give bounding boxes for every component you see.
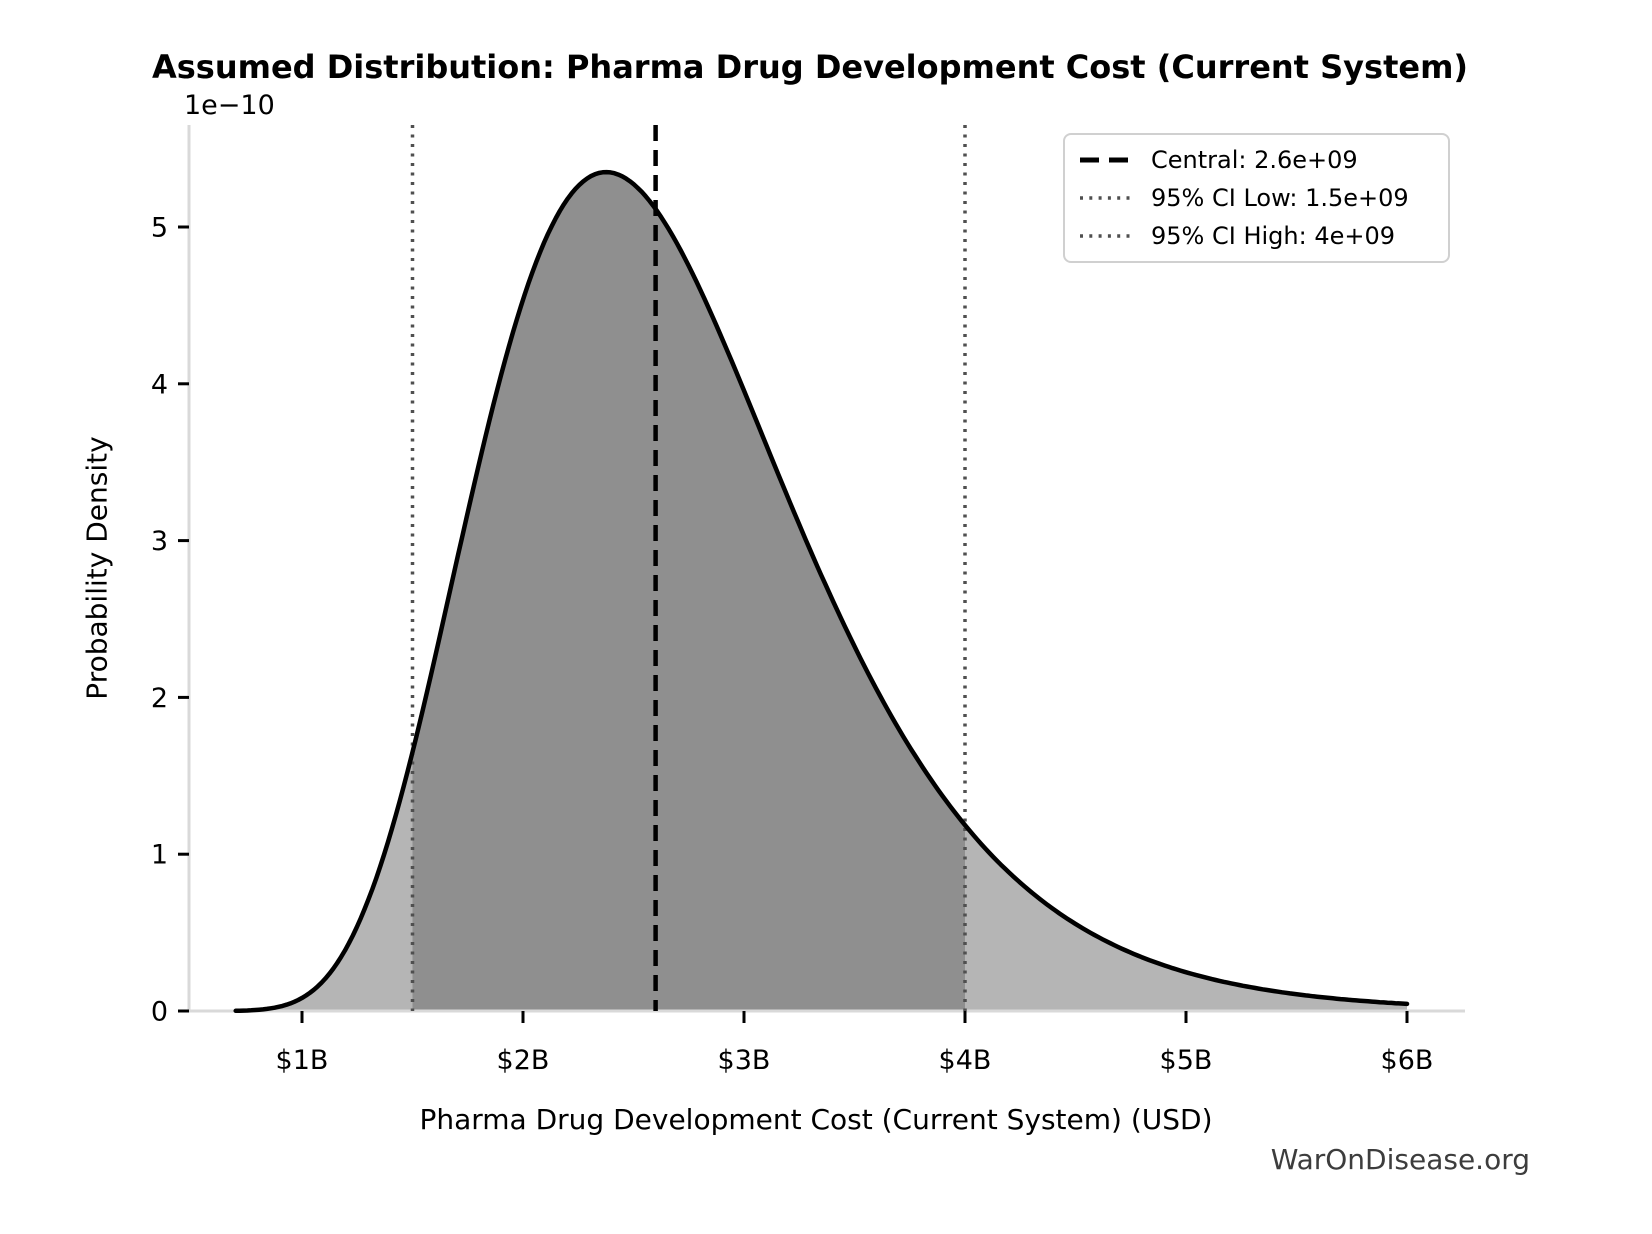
dotted-line-sample bbox=[1080, 234, 1130, 238]
x-tick-label: $5B bbox=[1160, 1045, 1213, 1076]
legend-label: 95% CI High: 4e+09 bbox=[1151, 222, 1395, 250]
x-tick-label: $3B bbox=[718, 1045, 771, 1076]
x-tick-label: $6B bbox=[1381, 1045, 1434, 1076]
chart-title: Assumed Distribution: Pharma Drug Develo… bbox=[151, 48, 1469, 86]
y-axis-label: Probability Density bbox=[80, 436, 114, 700]
density-curve bbox=[233, 169, 1410, 1014]
legend-label: Central: 2.6e+09 bbox=[1151, 146, 1358, 174]
y-tick-label: 4 bbox=[151, 369, 168, 400]
x-tick-label: $2B bbox=[497, 1045, 550, 1076]
x-tick-label: $1B bbox=[276, 1045, 329, 1076]
legend-item: 95% CI High: 4e+09 bbox=[1079, 222, 1434, 250]
x-tick-label: $4B bbox=[939, 1045, 992, 1076]
ci-fill bbox=[412, 172, 965, 1012]
y-tick-label: 1 bbox=[151, 840, 168, 871]
legend-label: 95% CI Low: 1.5e+09 bbox=[1151, 184, 1409, 212]
x-axis-label: Pharma Drug Development Cost (Current Sy… bbox=[419, 1103, 1213, 1136]
dashed-line-sample bbox=[1080, 157, 1130, 163]
y-tick-label: 2 bbox=[151, 683, 168, 714]
dotted-line-sample bbox=[1080, 196, 1130, 200]
y-axis-offset-label: 1e−10 bbox=[184, 90, 275, 121]
legend-item: Central: 2.6e+09 bbox=[1079, 146, 1434, 174]
y-tick-label: 5 bbox=[151, 213, 168, 244]
y-tick-label: 3 bbox=[151, 526, 168, 557]
watermark: WarOnDisease.org bbox=[1270, 1143, 1530, 1176]
legend: Central: 2.6e+09 95% CI Low: 1.5e+09 95% C… bbox=[1063, 133, 1450, 263]
legend-item: 95% CI Low: 1.5e+09 bbox=[1079, 184, 1434, 212]
y-tick-label: 0 bbox=[151, 997, 168, 1028]
